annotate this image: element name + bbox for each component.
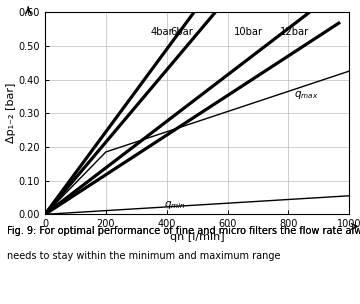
Text: 10bar: 10bar <box>234 27 264 37</box>
Text: needs to stay within the minimum and maximum range: needs to stay within the minimum and max… <box>7 251 281 261</box>
Text: 4bar: 4bar <box>151 27 174 37</box>
X-axis label: qn [l/min]: qn [l/min] <box>170 232 224 242</box>
Text: Fig. 9: For optimal performance of fine and micro filters the flow rate always: Fig. 9: For optimal performance of fine … <box>7 226 360 237</box>
Text: 12bar: 12bar <box>280 27 309 37</box>
Y-axis label: Δp₁₋₂ [bar]: Δp₁₋₂ [bar] <box>6 83 16 143</box>
Text: Fig. 9: For optimal performance of fine and micro filters the flow rate always n: Fig. 9: For optimal performance of fine … <box>7 226 360 237</box>
Text: 6bar: 6bar <box>170 27 193 37</box>
Text: $q_{min}$: $q_{min}$ <box>164 199 185 211</box>
Text: $q_{max}$: $q_{max}$ <box>294 89 319 101</box>
